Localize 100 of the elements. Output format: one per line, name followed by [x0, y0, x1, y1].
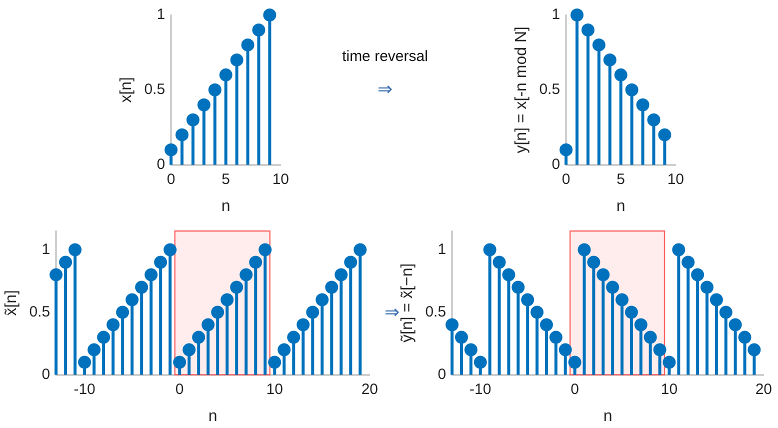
point: [636, 98, 650, 112]
point: [278, 343, 291, 356]
point: [230, 280, 244, 294]
point: [644, 330, 657, 344]
point: [186, 113, 200, 126]
point: [560, 143, 573, 156]
point: [540, 318, 553, 332]
point: [230, 53, 244, 66]
point: [182, 343, 196, 356]
point: [68, 243, 82, 256]
y-tick-label: 0.5: [425, 303, 446, 320]
point: [354, 243, 367, 256]
point: [176, 128, 189, 142]
x-tick-label: 10: [266, 380, 283, 398]
x-axis-title: n: [221, 198, 230, 215]
point: [249, 256, 262, 269]
x-axis-title: n: [208, 408, 218, 425]
point: [653, 343, 666, 356]
text: ⇒: [376, 79, 394, 100]
point: [624, 306, 638, 319]
point: [334, 268, 348, 282]
point: [719, 306, 732, 319]
point: [258, 243, 272, 256]
point: [144, 268, 158, 282]
point: [662, 356, 676, 369]
point: [59, 256, 72, 269]
point: [208, 83, 222, 96]
point: [192, 330, 206, 344]
point: [325, 280, 338, 294]
point: [700, 280, 714, 294]
point: [512, 280, 525, 294]
point: [252, 23, 266, 36]
point: [558, 343, 572, 356]
y-tick-label: 0: [156, 156, 166, 173]
x-tick-label: 10: [272, 170, 289, 188]
point: [220, 293, 234, 306]
point: [530, 306, 544, 319]
point: [263, 8, 276, 22]
point: [446, 318, 459, 332]
x-tick-label: 20: [361, 380, 378, 398]
point: [647, 113, 660, 126]
point: [454, 330, 468, 344]
point: [135, 280, 148, 294]
point: [287, 330, 300, 344]
y-tick-label: 0: [438, 366, 446, 383]
x-tick-label: 0: [570, 380, 579, 398]
point: [596, 268, 610, 282]
y-axis-title: y[n] = x[-n mod N]: [513, 26, 530, 154]
point: [682, 256, 695, 269]
point: [581, 23, 594, 36]
point: [106, 318, 120, 332]
point: [164, 243, 177, 256]
x-tick-label: 5: [222, 170, 230, 188]
x-tick-label: 20: [755, 380, 772, 398]
y-tick-label: 1: [156, 6, 166, 24]
y-tick-label: 0.5: [29, 303, 50, 320]
x-tick-label: 10: [667, 170, 684, 188]
y-tick-label: 0.5: [539, 81, 560, 98]
point: [78, 356, 92, 369]
point: [219, 68, 232, 82]
y-tick-label: 1: [438, 240, 446, 258]
point: [728, 318, 742, 332]
point: [592, 38, 606, 52]
point: [126, 293, 139, 306]
point: [97, 330, 110, 344]
text: time reversal: [341, 48, 429, 65]
point: [202, 318, 215, 332]
point: [211, 306, 224, 319]
point: [691, 268, 704, 282]
point: [616, 293, 629, 306]
point: [116, 306, 130, 319]
point: [268, 356, 282, 369]
text: ⇒: [383, 302, 400, 323]
point: [625, 83, 638, 96]
point: [502, 268, 516, 282]
point: [492, 256, 506, 269]
point: [587, 256, 600, 269]
point: [154, 256, 168, 269]
point: [464, 343, 478, 356]
point: [474, 356, 487, 369]
point: [738, 330, 752, 344]
y-axis-title: ỹ[n] = x̃[−n]: [399, 263, 416, 342]
x-tick-label: -10: [74, 380, 96, 398]
point: [88, 343, 101, 356]
point: [164, 143, 178, 156]
y-axis-title: x[n]: [118, 77, 136, 103]
y-axis-title: x̃[n]: [3, 290, 20, 316]
y-tick-label: 0: [552, 156, 560, 173]
point: [521, 293, 534, 306]
point: [606, 280, 620, 294]
x-tick-label: 10: [660, 380, 678, 398]
point: [306, 306, 320, 319]
point: [173, 356, 186, 369]
point: [634, 318, 648, 332]
y-tick-label: 0.5: [144, 81, 166, 98]
point: [344, 256, 358, 269]
x-tick-label: 5: [616, 170, 626, 188]
point: [570, 8, 584, 22]
point: [658, 128, 672, 142]
point: [483, 243, 496, 256]
